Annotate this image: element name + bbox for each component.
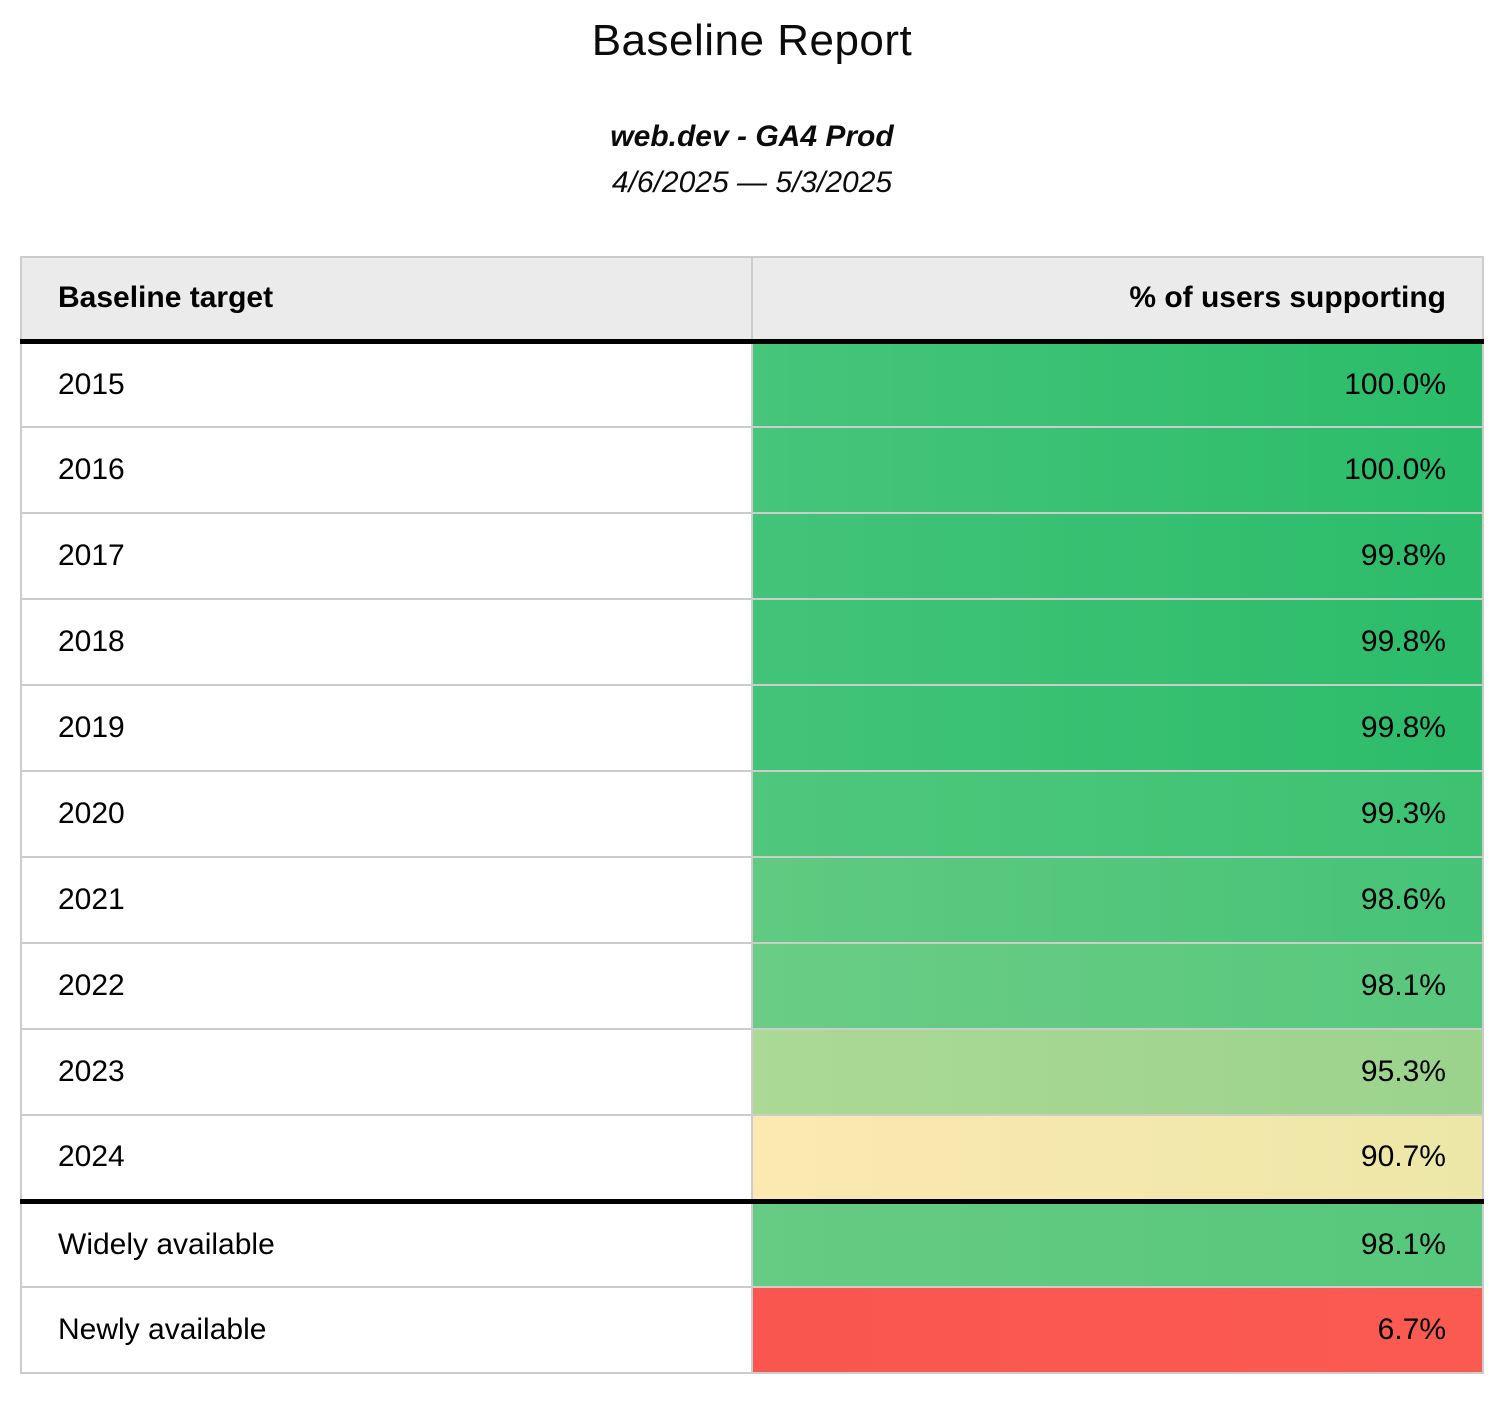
table-row: 2020 99.3% [20, 770, 1484, 858]
table-row: 2022 98.1% [20, 942, 1484, 1030]
table-row: 2023 95.3% [20, 1028, 1484, 1116]
row-value: 98.1% [751, 1198, 1484, 1288]
header-row: Baseline target % of users supporting [20, 256, 1484, 344]
row-label: 2024 [20, 1114, 753, 1202]
row-value: 99.8% [751, 598, 1484, 686]
row-label: Newly available [20, 1286, 753, 1374]
table-row: 2019 99.8% [20, 684, 1484, 772]
table-row: 2024 90.7% [20, 1114, 1484, 1202]
table-row: Newly available 6.7% [20, 1286, 1484, 1374]
report-date-range: 4/6/2025 — 5/3/2025 [611, 166, 893, 199]
row-label: 2020 [20, 770, 753, 858]
row-value: 99.8% [751, 512, 1484, 600]
report-subtitle: web.dev - GA4 Prod [610, 120, 894, 153]
row-label: 2021 [20, 856, 753, 944]
row-label: 2017 [20, 512, 753, 600]
row-value: 90.7% [751, 1114, 1484, 1202]
table-header: Baseline target % of users supporting [20, 256, 1484, 344]
row-value: 98.6% [751, 856, 1484, 944]
row-label: 2023 [20, 1028, 753, 1116]
table-row: 2021 98.6% [20, 856, 1484, 944]
row-label: 2016 [20, 426, 753, 514]
row-value: 100.0% [751, 340, 1484, 428]
row-label: 2022 [20, 942, 753, 1030]
column-header-baseline-target: Baseline target [20, 256, 753, 344]
row-value: 100.0% [751, 426, 1484, 514]
page-title: Baseline Report [591, 16, 913, 65]
table-row: 2016 100.0% [20, 426, 1484, 514]
row-value: 99.8% [751, 684, 1484, 772]
column-header-percent-supporting: % of users supporting [751, 256, 1484, 344]
table-row: 2018 99.8% [20, 598, 1484, 686]
table-row: 2017 99.8% [20, 512, 1484, 600]
table-row: 2015 100.0% [20, 340, 1484, 428]
row-value: 6.7% [751, 1286, 1484, 1374]
row-label: 2018 [20, 598, 753, 686]
row-value: 95.3% [751, 1028, 1484, 1116]
row-label: 2015 [20, 340, 753, 428]
row-label: 2019 [20, 684, 753, 772]
table-row: Widely available 98.1% [20, 1198, 1484, 1288]
row-value: 98.1% [751, 942, 1484, 1030]
row-value: 99.3% [751, 770, 1484, 858]
baseline-table: Baseline target % of users supporting 20… [20, 256, 1484, 1374]
row-label: Widely available [20, 1198, 753, 1288]
table-body: 2015 100.0% 2016 100.0% 2017 99.8% 2018 … [20, 340, 1484, 1374]
